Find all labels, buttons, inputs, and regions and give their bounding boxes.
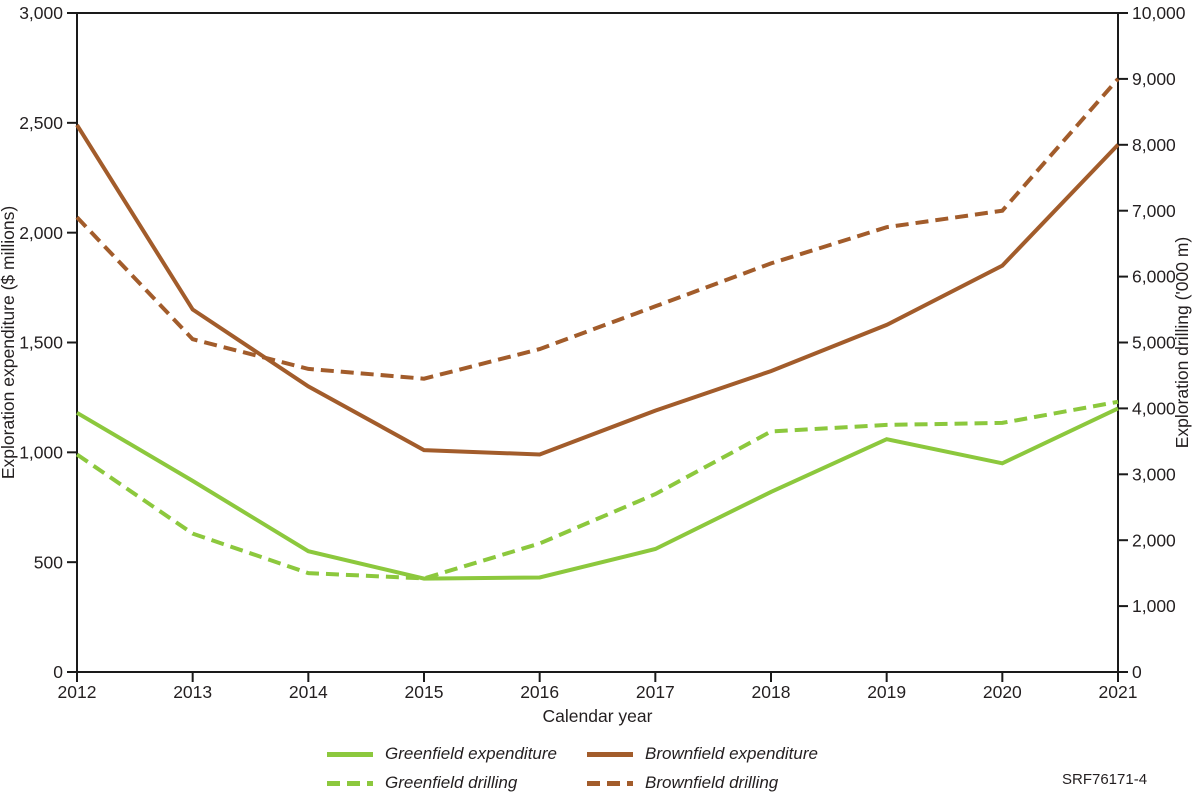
- x-axis-tick-label: 2018: [752, 682, 791, 702]
- x-axis-tick-label: 2019: [867, 682, 906, 702]
- x-axis-title: Calendar year: [543, 706, 653, 726]
- legend-swatch-solid-brown-icon: [587, 751, 633, 757]
- right-axis-tick-label: 2,000: [1132, 530, 1176, 550]
- legend-item-greenfield-drilling: Greenfield drilling: [327, 773, 587, 793]
- legend-item-brownfield-drilling: Brownfield drilling: [587, 773, 818, 793]
- left-axis-tick-label: 500: [34, 552, 63, 572]
- x-axis-tick-label: 2012: [58, 682, 97, 702]
- legend-item-brownfield-expenditure: Brownfield expenditure: [587, 744, 818, 764]
- legend-label-greenfield-drilling: Greenfield drilling: [385, 773, 518, 792]
- legend-swatch-solid-green-icon: [327, 751, 373, 757]
- series-greenfield-drilling: [75, 399, 1119, 581]
- legend-label-brownfield-drilling: Brownfield drilling: [645, 773, 779, 792]
- legend-item-greenfield-expenditure: Greenfield expenditure: [327, 744, 587, 764]
- right-axis-tick-label: 8,000: [1132, 135, 1176, 155]
- series-greenfield-expenditure: [75, 406, 1119, 581]
- left-axis-tick-label: 1,500: [19, 333, 63, 353]
- x-axis-tick-label: 2013: [173, 682, 212, 702]
- right-axis-tick-label: 10,000: [1132, 3, 1186, 23]
- right-axis-tick-label: 6,000: [1132, 267, 1176, 287]
- plot-border: [76, 12, 1119, 673]
- left-axis-tick-label: 2,000: [19, 223, 63, 243]
- x-axis-tick-label: 2015: [405, 682, 444, 702]
- right-axis-tick-label: 4,000: [1132, 399, 1176, 419]
- x-axis-tick-label: 2014: [289, 682, 328, 702]
- left-axis-title: Exploration expenditure ($ millions): [0, 206, 18, 479]
- left-axis-tick-label: 0: [53, 662, 63, 682]
- right-axis-title: Exploration drilling ('000 m): [1172, 237, 1192, 449]
- series-brownfield-expenditure: [75, 123, 1120, 457]
- right-axis-tick-label: 3,000: [1132, 464, 1176, 484]
- right-axis-tick-label: 0: [1132, 662, 1142, 682]
- right-axis-tick-label: 1,000: [1132, 596, 1176, 616]
- x-axis-tick-label: 2017: [636, 682, 675, 702]
- x-axis-tick-label: 2020: [983, 682, 1022, 702]
- legend-label-greenfield-expenditure: Greenfield expenditure: [385, 744, 558, 763]
- legend-label-brownfield-expenditure: Brownfield expenditure: [645, 744, 818, 763]
- right-axis-tick-label: 9,000: [1132, 69, 1176, 89]
- left-axis-tick-label: 1,000: [19, 442, 63, 462]
- figure-code-label: SRF76171-4: [1062, 771, 1148, 788]
- x-axis-tick-label: 2021: [1099, 682, 1138, 702]
- chart-legend: Greenfield expenditure Brownfield expend…: [327, 744, 818, 793]
- series-brownfield-drilling: [75, 77, 1120, 381]
- legend-swatch-dashed-green-icon: [327, 780, 373, 786]
- x-axis-tick-label: 2016: [520, 682, 559, 702]
- right-axis-tick-label: 7,000: [1132, 201, 1176, 221]
- left-axis-tick-label: 2,500: [19, 113, 63, 133]
- right-axis-tick-label: 5,000: [1132, 333, 1176, 353]
- left-axis-tick-label: 3,000: [19, 3, 63, 23]
- legend-swatch-dashed-brown-icon: [587, 780, 633, 786]
